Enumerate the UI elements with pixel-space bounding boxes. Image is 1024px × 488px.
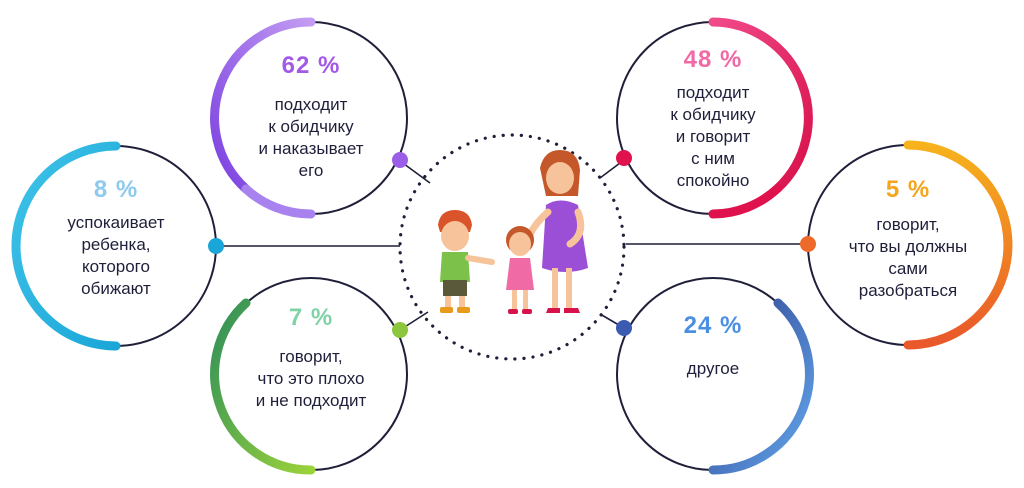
percent-48: 48 %: [683, 46, 743, 73]
percent-24: 24 %: [683, 312, 743, 339]
circle-7: [210, 277, 408, 475]
mother-figure: [524, 150, 588, 313]
label-5: говорит, что вы должны сами разобраться: [848, 215, 968, 300]
item-5: 5 % говорит, что вы должны сами разобрат…: [813, 176, 1003, 302]
percent-7: 7 %: [288, 304, 334, 331]
item-62: 62 % подходит к обидчику и наказывает ег…: [216, 52, 406, 182]
percent-8: 8 %: [93, 176, 139, 203]
percent-62: 62 %: [281, 52, 341, 79]
dot-8: [208, 238, 224, 254]
circle-8: [11, 141, 224, 351]
dot-5: [800, 236, 816, 252]
circle-24: [616, 277, 814, 475]
item-8: 8 % успокаивает ребенка, которого обижаю…: [21, 176, 211, 300]
dot-48: [616, 150, 632, 166]
dot-7: [392, 322, 408, 338]
label-62: подходит к обидчику и наказывает его: [258, 95, 364, 180]
girl-figure: [506, 226, 534, 314]
label-24: другое: [686, 359, 740, 378]
dot-62: [392, 152, 408, 168]
circle-5: [800, 140, 1013, 350]
percent-5: 5 %: [885, 176, 931, 203]
central-dotted-circle: [398, 133, 626, 361]
dot-24: [616, 320, 632, 336]
label-7: говорит, что это плохо и не подходит: [255, 347, 367, 410]
illustration-family: [438, 150, 588, 314]
item-7: 7 % говорит, что это плохо и не подходит: [216, 304, 406, 412]
label-8: успокаивает ребенка, которого обижают: [67, 213, 165, 298]
circle-48: [616, 17, 813, 219]
label-48: подходит к обидчику и говорит с ним спок…: [670, 83, 756, 190]
item-48: 48 % подходит к обидчику и говорит с ним…: [618, 46, 808, 192]
item-24: 24 % другое: [618, 312, 808, 380]
boy-figure: [438, 210, 495, 313]
circle-62: [210, 17, 408, 219]
